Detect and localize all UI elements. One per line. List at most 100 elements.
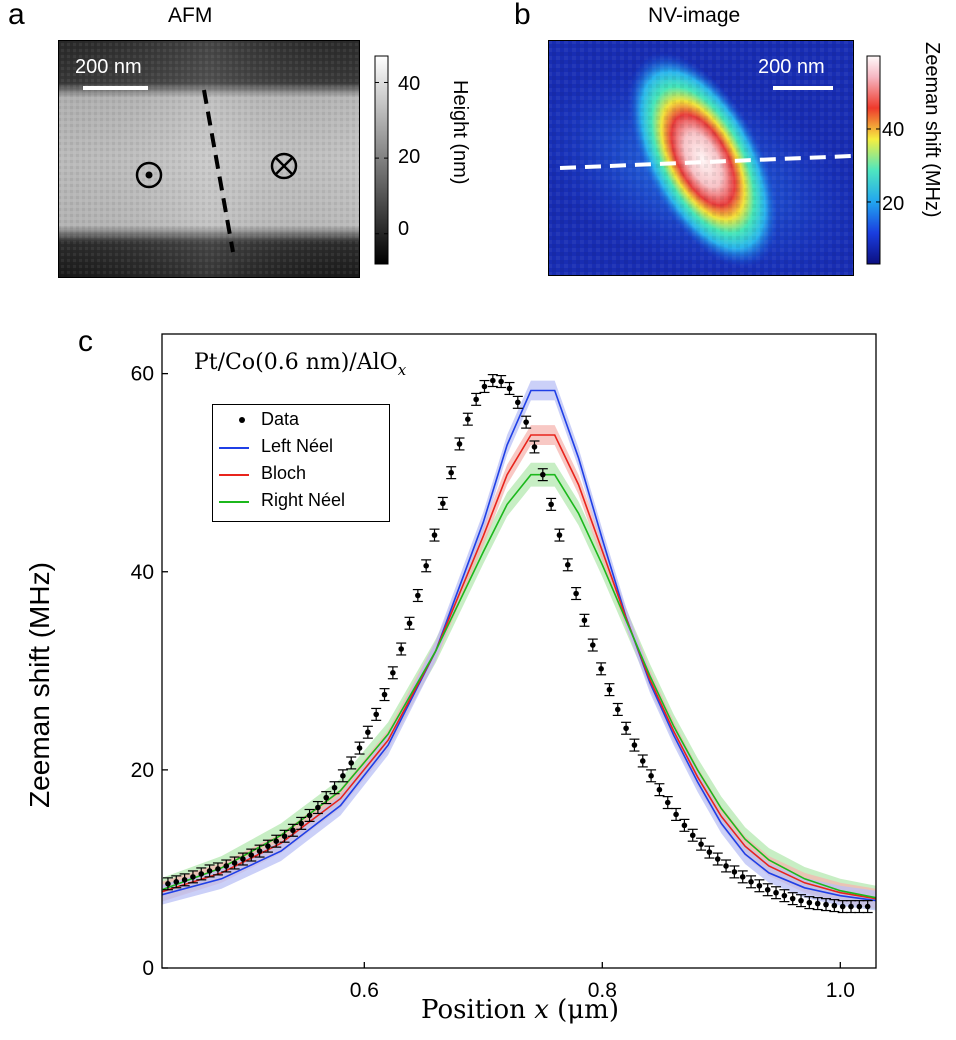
data-point <box>421 559 432 573</box>
data-marker <box>373 711 380 718</box>
data-point <box>404 616 415 630</box>
data-marker <box>398 646 404 652</box>
data-point <box>604 683 615 697</box>
data-point <box>379 688 390 702</box>
y-tick-label: 0 <box>142 957 154 980</box>
data-point <box>762 883 773 897</box>
data-marker <box>298 820 305 827</box>
data-point <box>346 756 357 770</box>
data-point <box>212 862 223 876</box>
data-point <box>512 395 523 409</box>
data-marker <box>456 441 463 447</box>
data-point <box>821 898 832 912</box>
data-point <box>171 875 182 889</box>
data-point <box>337 769 348 783</box>
data-point <box>262 839 273 853</box>
data-marker <box>564 562 571 568</box>
data-point <box>779 889 790 903</box>
x-tick-label: 0.8 <box>588 979 617 1002</box>
data-point <box>296 816 307 830</box>
data-marker <box>348 760 355 766</box>
afm-cb-tick-0: 0 <box>398 218 410 240</box>
data-marker <box>490 377 496 384</box>
data-point <box>521 415 532 429</box>
data-marker <box>581 617 588 624</box>
afm-cb-tick-40: 40 <box>398 73 421 95</box>
data-marker <box>681 822 688 829</box>
data-point <box>671 807 682 821</box>
data-point <box>737 870 748 884</box>
afm-colorbar <box>374 55 389 265</box>
legend-item-bloch: Bloch <box>213 463 389 487</box>
x-axis-label-prefix: Position <box>421 995 535 1025</box>
data-point <box>662 796 673 810</box>
data-point <box>546 497 557 511</box>
data-marker <box>523 419 529 425</box>
data-point <box>321 791 332 805</box>
data-point <box>312 800 323 815</box>
panel-c-letter: c <box>78 325 93 358</box>
data-point <box>254 844 265 858</box>
data-marker <box>648 773 654 779</box>
data-point <box>537 468 548 482</box>
data-marker <box>823 901 829 908</box>
data-point <box>504 381 515 396</box>
data-point <box>229 856 240 870</box>
legend-item-right-neel: Right Néel <box>213 490 389 514</box>
data-marker <box>781 892 788 899</box>
x-axis-label-var: x <box>534 995 549 1025</box>
data-point <box>812 897 823 911</box>
data-point <box>654 783 665 797</box>
data-point <box>721 859 732 873</box>
data-marker <box>481 383 488 390</box>
legend-data-label: Data <box>261 409 300 429</box>
data-point <box>279 829 290 843</box>
legend-bloch-label: Bloch <box>261 463 307 483</box>
data-marker <box>256 848 263 854</box>
data-marker <box>223 863 230 869</box>
data-marker <box>515 399 521 406</box>
data-point <box>787 892 798 906</box>
data-point <box>646 769 657 783</box>
data-marker <box>165 880 171 887</box>
data-marker <box>748 879 754 885</box>
legend-item-left-neel: Left Néel <box>213 436 389 460</box>
data-point <box>271 834 282 848</box>
panel-b-letter: b <box>514 0 531 31</box>
data-marker <box>198 871 205 877</box>
data-point <box>621 721 632 735</box>
data-marker <box>540 471 546 478</box>
data-marker <box>789 895 796 902</box>
afm-colorbar-label: Height (nm) <box>449 80 471 185</box>
data-point <box>554 528 565 542</box>
afm-cb-tick-20: 20 <box>398 146 421 168</box>
data-point <box>704 845 715 859</box>
data-marker <box>206 868 213 874</box>
data-marker <box>864 903 871 910</box>
data-marker <box>448 469 454 476</box>
panel-b-title: NV-image <box>648 4 741 27</box>
data-marker <box>848 903 854 910</box>
data-point <box>196 867 207 881</box>
data-point <box>479 379 490 394</box>
data-marker <box>240 856 246 862</box>
data-point <box>729 865 740 879</box>
data-marker <box>506 385 513 392</box>
y-tick-label: 40 <box>131 561 154 584</box>
legend-item-data: Data <box>213 409 389 433</box>
data-marker <box>465 416 471 422</box>
afm-image <box>58 40 360 278</box>
data-marker <box>323 794 330 801</box>
data-marker <box>431 532 438 538</box>
legend-left-neel-label: Left Néel <box>261 436 334 456</box>
y-tick-label: 60 <box>131 363 154 386</box>
data-point <box>629 738 640 752</box>
panel-a-letter: a <box>8 0 25 31</box>
data-marker <box>440 500 446 507</box>
left-neel-line <box>162 389 876 902</box>
data-marker <box>614 706 621 713</box>
data-marker <box>798 897 804 904</box>
data-marker <box>231 860 238 866</box>
data-marker <box>190 874 196 880</box>
